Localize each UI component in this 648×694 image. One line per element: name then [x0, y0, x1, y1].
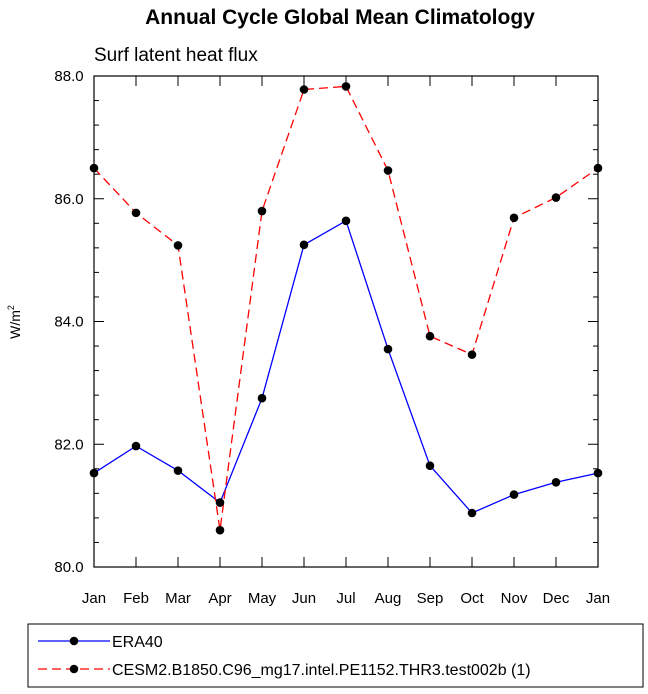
legend: ERA40 CESM2.B1850.C96_mg17.intel.PE1152.T… — [27, 623, 644, 688]
axis-ticks — [93, 75, 599, 568]
series-1-point — [383, 166, 393, 175]
legend-items: ERA40 CESM2.B1850.C96_mg17.intel.PE1152.T… — [38, 634, 531, 679]
x-tick-label: Sep — [417, 590, 444, 607]
x-tick-label: Apr — [208, 590, 231, 607]
series-0-point — [215, 498, 225, 507]
series-1-point — [215, 525, 225, 535]
series-0-point — [341, 216, 351, 226]
series-line-1 — [93, 85, 599, 531]
x-tick-label: Nov — [501, 590, 528, 607]
series-1-point — [509, 213, 519, 223]
plot-frame — [93, 75, 599, 568]
x-tick-label: Aug — [375, 590, 402, 607]
series-0-point — [383, 344, 393, 354]
series-0-point — [257, 393, 267, 403]
y-axis-label-superscript: 2 — [6, 305, 16, 310]
y-axis-label-base: W/m — [7, 310, 23, 339]
y-axis-label: W/m2 — [6, 305, 23, 339]
x-tick-label: Jun — [292, 590, 316, 607]
x-tick-label: Jan — [82, 590, 106, 607]
legend-label-1: CESM2.B1850.C96_mg17.intel.PE1152.THR3.t… — [112, 662, 531, 679]
series-1-point — [131, 208, 141, 218]
x-tick-label: Feb — [123, 590, 149, 607]
legend-marker-0 — [69, 636, 79, 646]
series-0-point — [173, 466, 183, 475]
x-tick-label: Jan — [586, 590, 610, 607]
series-0-point — [509, 490, 519, 499]
y-tick-label: 84.0 — [54, 314, 83, 331]
series-1-point — [299, 85, 309, 94]
series-0-point — [467, 508, 477, 518]
x-tick-label: Jul — [336, 590, 355, 607]
series-1-point — [467, 350, 477, 359]
x-tick-label: Oct — [460, 590, 484, 607]
legend-marker-1 — [69, 664, 79, 674]
chart-title: Annual Cycle Global Mean Climatology — [145, 6, 535, 29]
series-1-point — [257, 206, 267, 216]
series-1-point — [341, 82, 351, 91]
x-tick-label: May — [248, 590, 277, 607]
chart-subtitle: Surf latent heat flux — [94, 45, 258, 66]
series-1-point — [551, 193, 561, 202]
series-layer — [89, 82, 603, 535]
series-line-0 — [93, 219, 599, 514]
legend-box — [27, 623, 644, 688]
y-tick-labels: 80.0 82.0 84.0 86.0 88.0 — [54, 68, 83, 576]
y-tick-label: 86.0 — [54, 191, 83, 208]
series-0-point — [551, 478, 561, 487]
series-0-point — [425, 461, 435, 471]
y-tick-label: 88.0 — [54, 68, 83, 85]
x-tick-label: Dec — [543, 590, 570, 607]
series-0-point — [131, 441, 141, 451]
series-0-point — [299, 240, 309, 250]
x-tick-label: Mar — [165, 590, 191, 607]
series-1-point — [173, 241, 183, 250]
series-1-point — [425, 331, 435, 341]
y-tick-label: 82.0 — [54, 436, 83, 453]
legend-label-0: ERA40 — [112, 634, 163, 651]
y-tick-label: 80.0 — [54, 559, 83, 576]
x-tick-labels: Jan Feb Mar Apr May Jun Jul Aug Sep Oct Nov Dec Jan — [82, 590, 610, 607]
